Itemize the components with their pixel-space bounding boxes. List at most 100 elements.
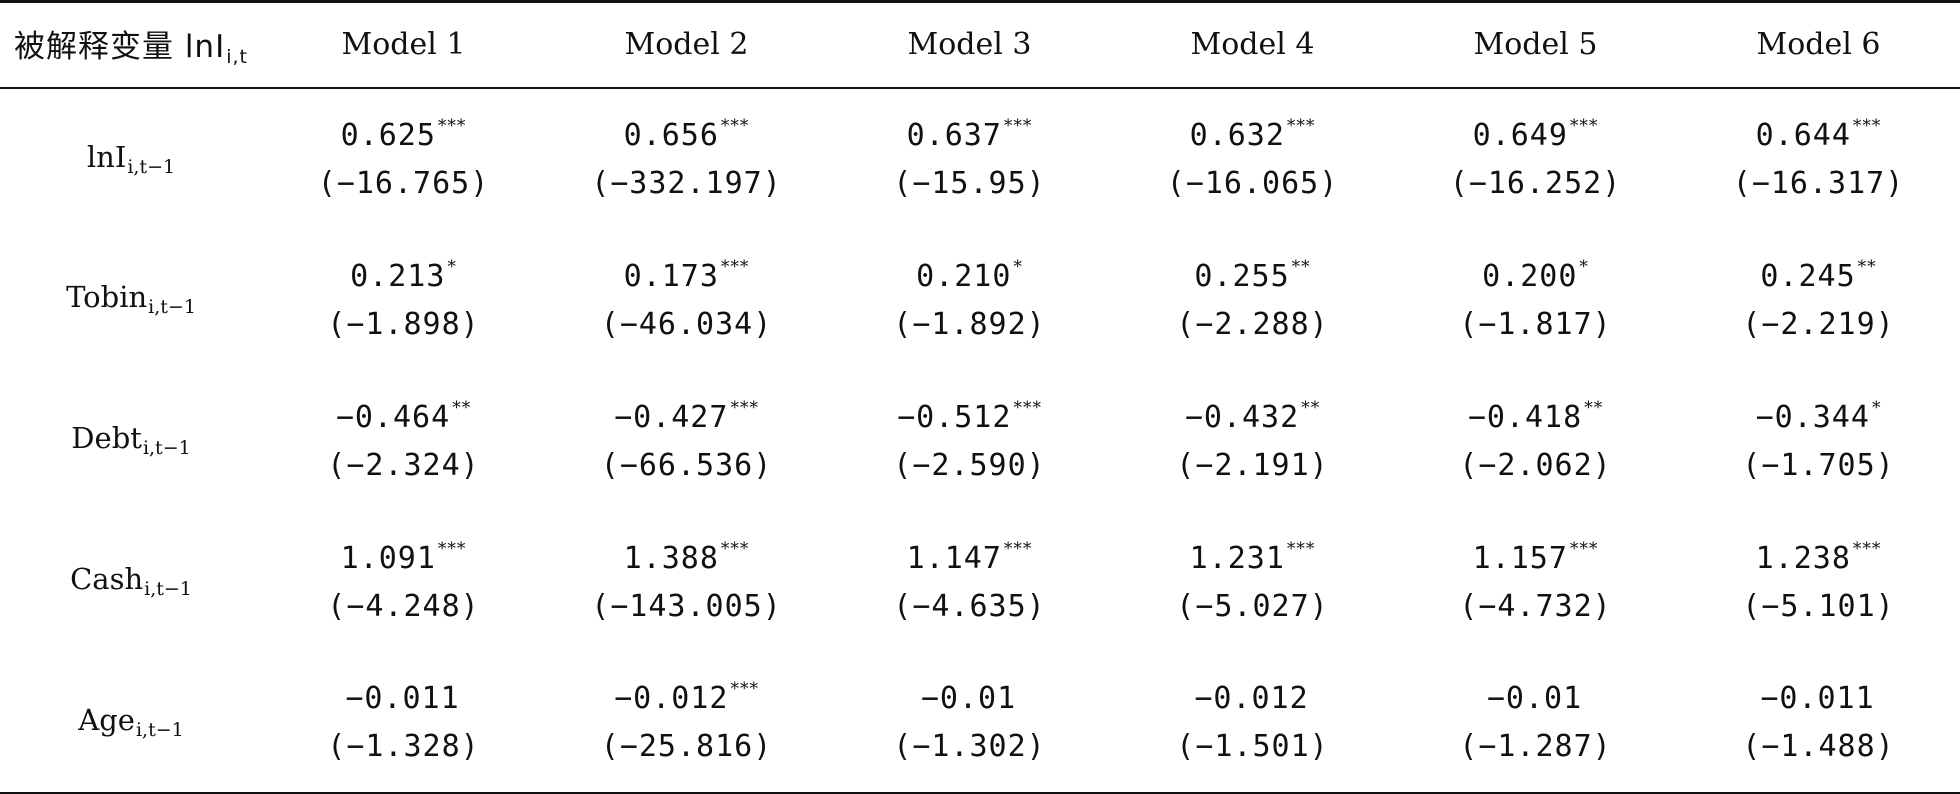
significance-stars: *** [720, 538, 750, 559]
coefficient-value: 0.637 [906, 118, 1002, 153]
t-statistic: (−66.536) [600, 447, 773, 483]
variable-name-cell: Tobini,t−1 [0, 229, 262, 370]
estimate-cell: 0.255 ** (−2.288) [1111, 229, 1394, 370]
coefficient: −0.464 ** [336, 398, 471, 435]
coefficient: −0.344 * [1756, 398, 1882, 435]
variable-subscript: i,t−1 [135, 718, 184, 741]
coefficient-value: 0.173 [623, 258, 719, 294]
significance-stars: ** [1584, 397, 1604, 418]
coefficient: −0.012 *** [614, 679, 759, 716]
significance-stars: * [1013, 256, 1023, 277]
significance-stars: *** [1569, 116, 1599, 136]
coefficient: 1.388 *** [624, 539, 750, 576]
coefficient: −0.01 [921, 679, 1018, 716]
model-header-1: Model 1 [262, 0, 545, 89]
t-statistic: (−1.328) [327, 729, 480, 764]
t-statistic: (−16.065) [1166, 166, 1339, 201]
coefficient-value: −0.418 [1467, 399, 1583, 435]
significance-stars: * [447, 256, 457, 277]
coefficient-value: 0.625 [340, 118, 436, 153]
estimate-cell: 0.625 *** (−16.765) [262, 88, 545, 229]
t-statistic: (−2.590) [893, 447, 1046, 483]
t-statistic: (−1.705) [1742, 447, 1895, 483]
coefficient-value: −0.012 [1194, 681, 1309, 716]
t-statistic: (−46.034) [600, 306, 773, 342]
dependent-variable-header: 被解释变量 lnIi,t [0, 0, 262, 89]
coefficient: 0.210 * [916, 257, 1023, 294]
significance-stars: *** [1852, 538, 1882, 559]
coefficient: 0.173 *** [624, 257, 750, 294]
coefficient: 0.644 *** [1756, 116, 1882, 153]
variable-name: Debt [71, 421, 142, 455]
significance-stars: *** [1569, 538, 1599, 559]
table-row: Debti,t−1 −0.464 ** (−2.324) −0.427 *** (−66… [0, 370, 1960, 511]
significance-stars: ** [452, 397, 472, 418]
coefficient-value: 0.649 [1472, 118, 1568, 153]
estimate-cell: −0.011 (−1.328) [262, 651, 545, 794]
estimate-cell: 0.173 *** (−46.034) [545, 229, 828, 370]
coefficient: 0.632 *** [1190, 116, 1316, 153]
significance-stars: *** [437, 116, 467, 136]
coefficient-value: −0.01 [1486, 681, 1583, 716]
t-statistic: (−5.027) [1176, 588, 1329, 624]
coefficient-value: −0.464 [335, 399, 451, 435]
coefficient: 0.656 *** [624, 116, 750, 153]
dependent-variable-label: 被解释变量 lnI [13, 29, 226, 66]
coefficient-value: −0.427 [614, 399, 729, 435]
coefficient: 1.147 *** [907, 539, 1033, 576]
coefficient-value: 1.231 [1189, 540, 1285, 576]
coefficient-value: −0.012 [614, 681, 729, 716]
significance-stars: ** [1291, 256, 1311, 277]
coefficient: 0.255 ** [1194, 257, 1310, 294]
t-statistic: (−2.062) [1459, 447, 1612, 483]
coefficient-value: −0.011 [1760, 681, 1875, 716]
coefficient: −0.427 *** [614, 398, 759, 435]
table-row: Agei,t−1 −0.011 (−1.328) −0.012 *** (−25.81… [0, 651, 1960, 794]
estimate-cell: −0.012 (−1.501) [1111, 651, 1394, 794]
t-statistic: (−1.302) [893, 729, 1046, 764]
estimate-cell: −0.012 *** (−25.816) [545, 651, 828, 794]
estimate-cell: −0.432 ** (−2.191) [1111, 370, 1394, 511]
coefficient-value: −0.344 [1755, 399, 1870, 435]
t-statistic: (−4.732) [1459, 588, 1612, 624]
coefficient-value: −0.01 [920, 681, 1017, 716]
coefficient: −0.418 ** [1468, 398, 1603, 435]
estimate-cell: −0.512 *** (−2.590) [828, 370, 1111, 511]
variable-subscript: i,t−1 [144, 578, 192, 600]
table-row: Tobini,t−1 0.213 * (−1.898) 0.173 *** (−46.0… [0, 229, 1960, 370]
model-header-4: Model 4 [1111, 0, 1394, 89]
table-header: 被解释变量 lnIi,t Model 1 Model 2 Model 3 Mod… [0, 0, 1960, 89]
estimate-cell: −0.01 (−1.287) [1394, 651, 1677, 794]
coefficient: 1.091 *** [341, 539, 467, 576]
variable-subscript: i,t−1 [142, 437, 191, 459]
significance-stars: *** [720, 116, 750, 136]
table-body: lnIi,t−1 0.625 *** (−16.765) 0.656 *** (−332… [0, 88, 1960, 794]
significance-stars: *** [1013, 397, 1042, 418]
estimate-cell: 1.388 *** (−143.005) [545, 511, 828, 652]
t-statistic: (−16.252) [1449, 166, 1622, 201]
coefficient: 0.200 * [1482, 257, 1589, 294]
coefficient: 0.649 *** [1473, 116, 1599, 153]
estimate-cell: 0.210 * (−1.892) [828, 229, 1111, 370]
variable-subscript: i,t−1 [148, 296, 196, 318]
t-statistic: (−2.324) [327, 447, 480, 483]
model-header-2: Model 2 [545, 0, 828, 89]
estimate-cell: 1.091 *** (−4.248) [262, 511, 545, 652]
t-statistic: (−25.816) [600, 729, 773, 764]
coefficient: 1.238 *** [1756, 539, 1882, 576]
t-statistic: (−5.101) [1742, 588, 1895, 624]
variable-name: lnI [86, 139, 127, 174]
t-statistic: (−2.219) [1742, 306, 1895, 342]
t-statistic: (−1.488) [1742, 729, 1895, 764]
header-row: 被解释变量 lnIi,t Model 1 Model 2 Model 3 Mod… [0, 0, 1960, 89]
coefficient-value: 0.210 [916, 258, 1012, 294]
significance-stars: *** [730, 397, 759, 418]
coefficient-value: 0.245 [1760, 258, 1856, 294]
significance-stars: ** [1301, 397, 1321, 418]
estimate-cell: 0.213 * (−1.898) [262, 229, 545, 370]
variable-name: Cash [70, 562, 144, 596]
variable-subscript: i,t−1 [127, 155, 176, 178]
t-statistic: (−332.197) [591, 166, 782, 201]
coefficient: −0.012 [1194, 679, 1310, 716]
model-header-5: Model 5 [1394, 0, 1677, 89]
